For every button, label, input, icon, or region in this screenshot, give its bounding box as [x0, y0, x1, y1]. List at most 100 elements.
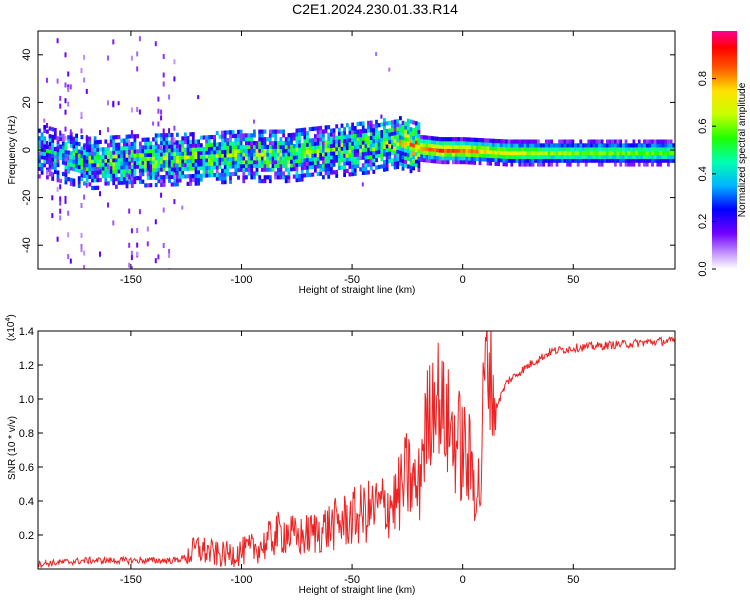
- heat-cell: [69, 166, 73, 171]
- heat-cell: [91, 178, 94, 183]
- heat-cell: [218, 157, 222, 162]
- heat-cell: [130, 55, 133, 61]
- heat-cell: [91, 174, 94, 179]
- heat-cell: [287, 152, 291, 157]
- heat-cell: [205, 150, 208, 155]
- heat-cell: [194, 173, 198, 179]
- heat-cell: [555, 151, 559, 156]
- heat-cell: [353, 148, 357, 154]
- heat-cell: [316, 126, 320, 131]
- heat-cell: [197, 166, 200, 171]
- heat-cell: [428, 139, 431, 144]
- heat-cell: [661, 158, 665, 163]
- heat-cell: [345, 168, 349, 173]
- heat-cell: [160, 182, 163, 187]
- heat-cell: [247, 137, 251, 142]
- heat-cell: [170, 144, 174, 149]
- heat-cell: [122, 153, 126, 158]
- heat-cell: [231, 164, 235, 169]
- heat-cell: [667, 154, 670, 159]
- heat-cell: [91, 155, 94, 160]
- heat-cell: [253, 119, 255, 124]
- heat-cell: [534, 147, 538, 152]
- heat-cell: [67, 135, 70, 140]
- heat-cell: [491, 146, 495, 151]
- heat-cell: [38, 128, 41, 133]
- heat-cell: [406, 122, 410, 127]
- heat-cell: [404, 144, 408, 149]
- heat-cell: [468, 152, 471, 157]
- heat-cell: [568, 151, 572, 156]
- heat-cell: [393, 123, 397, 128]
- heat-cell: [199, 154, 203, 159]
- heat-cell: [531, 143, 535, 148]
- heat-cell: [656, 143, 660, 148]
- heat-cell: [417, 160, 421, 165]
- heat-cell: [401, 120, 405, 125]
- heat-cell: [205, 165, 208, 170]
- heat-cell: [67, 139, 70, 144]
- heat-cell: [470, 160, 474, 165]
- heat-cell: [651, 147, 654, 152]
- heat-cell: [67, 101, 70, 107]
- heat-cell: [46, 152, 49, 157]
- heat-cell: [377, 145, 381, 151]
- heat-cell: [491, 142, 495, 147]
- heat-cell: [109, 158, 113, 163]
- heat-cell: [454, 148, 458, 153]
- heat-cell: [136, 160, 139, 165]
- heat-cell: [653, 154, 657, 159]
- heat-cell: [324, 167, 328, 172]
- heat-cell: [430, 136, 434, 141]
- heat-cell: [191, 174, 195, 179]
- heat-cell: [521, 143, 524, 148]
- heat-cell: [162, 133, 166, 138]
- heat-cell: [138, 145, 142, 150]
- heat-cell: [170, 140, 174, 145]
- heat-cell: [388, 132, 392, 137]
- heat-cell: [417, 152, 421, 157]
- heat-cell: [268, 152, 272, 157]
- heat-cell: [314, 156, 317, 162]
- heat-cell: [40, 166, 44, 171]
- heat-cell: [205, 169, 208, 174]
- heat-cell: [396, 157, 400, 162]
- heat-cell: [202, 162, 206, 167]
- heat-cell: [56, 170, 60, 175]
- heat-cell: [141, 156, 145, 161]
- heat-cell: [444, 137, 447, 142]
- heat-cell: [385, 163, 389, 168]
- heat-cell: [468, 148, 471, 154]
- heat-cell: [83, 162, 86, 167]
- figure-title: C2E1.2024.230.01.33.R14: [292, 1, 458, 17]
- heat-cell: [574, 158, 577, 163]
- heat-cell: [271, 141, 275, 146]
- heat-cell: [109, 143, 113, 148]
- heat-cell: [555, 158, 559, 163]
- heat-cell: [99, 139, 102, 144]
- heat-cell: [627, 162, 630, 167]
- heat-cell: [513, 147, 516, 152]
- heat-cell: [117, 142, 121, 147]
- heat-cell: [107, 181, 110, 186]
- heat-cell: [518, 151, 522, 156]
- heat-cell: [64, 153, 68, 158]
- heat-cell: [104, 139, 108, 144]
- heat-cell: [462, 148, 466, 153]
- heat-cell: [598, 154, 601, 159]
- heat-cell: [574, 154, 577, 159]
- heat-cell: [414, 151, 418, 156]
- heat-cell: [303, 158, 307, 163]
- heat-cell: [478, 153, 482, 158]
- heat-cell: [59, 152, 62, 157]
- heat-cell: [213, 138, 216, 143]
- heat-cell: [489, 161, 492, 166]
- heat-cell: [165, 148, 169, 153]
- heat-cell: [648, 154, 652, 159]
- heat-cell: [298, 132, 301, 137]
- heat-cell: [369, 120, 373, 125]
- heat-cell: [287, 144, 291, 149]
- heat-cell: [560, 147, 564, 152]
- heat-cell: [587, 158, 591, 163]
- heat-cell: [130, 250, 133, 256]
